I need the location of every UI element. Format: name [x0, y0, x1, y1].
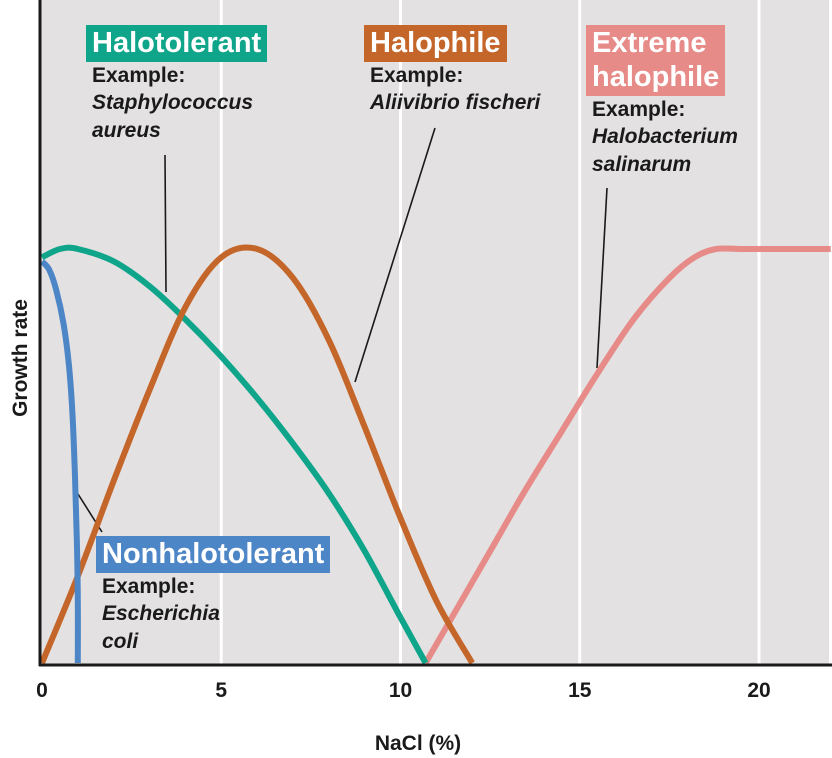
halophile-species: Aliivibrio fischeri — [370, 91, 541, 114]
halotolerant-label: Halotolerant — [86, 25, 268, 62]
x-axis-title: NaCl (%) — [375, 732, 461, 755]
series-halophile — [39, 244, 475, 665]
leader-lines — [77, 127, 608, 533]
x-tick-label-5: 5 — [215, 679, 227, 702]
x-tick-label-0: 0 — [36, 679, 48, 702]
extreme-halophile-species: Halobacterium salinarum — [592, 125, 738, 176]
extreme-halophile-leader — [596, 187, 608, 369]
x-tick-labels: 0 5 10 15 20 — [36, 679, 771, 702]
halotolerant-species: Staphylococcus aureus — [92, 91, 254, 142]
extreme-halophile-annotation: Extreme halophile Example: Halobacterium… — [586, 25, 738, 179]
halophile-annotation: Halophile Example: Aliivibrio fischeri — [364, 25, 540, 117]
x-tick-label-15: 15 — [568, 679, 592, 702]
y-axis-title: Growth rate — [9, 299, 32, 417]
extreme-halophile-label: Extreme halophile — [586, 25, 726, 96]
series-extreme-halophile — [423, 245, 831, 665]
series-nonhalotolerant — [39, 259, 81, 664]
extreme-halophile-example-label: Example: — [592, 98, 686, 121]
x-tick-label-20: 20 — [747, 679, 770, 702]
growth-curves — [39, 244, 831, 665]
axes — [38, 0, 832, 667]
halophile-leader — [354, 127, 436, 383]
series-halotolerant — [40, 244, 429, 665]
nonhalotolerant-species: Escherichia coli — [102, 602, 220, 653]
halophile-example-label: Example: — [370, 64, 464, 87]
halotolerant-leader — [164, 154, 167, 293]
x-tick-label-10: 10 — [389, 679, 412, 702]
nonhalotolerant-example-label: Example: — [102, 575, 196, 598]
nonhalotolerant-annotation: Nonhalotolerant Example: Escherichia col… — [96, 536, 331, 656]
halophile-label: Halophile — [364, 25, 507, 62]
halotolerant-example-label: Example: — [92, 64, 186, 87]
halotolerant-annotation: Halotolerant Example: Staphylococcus aur… — [86, 25, 268, 145]
nonhalotolerant-label: Nonhalotolerant — [96, 536, 331, 573]
